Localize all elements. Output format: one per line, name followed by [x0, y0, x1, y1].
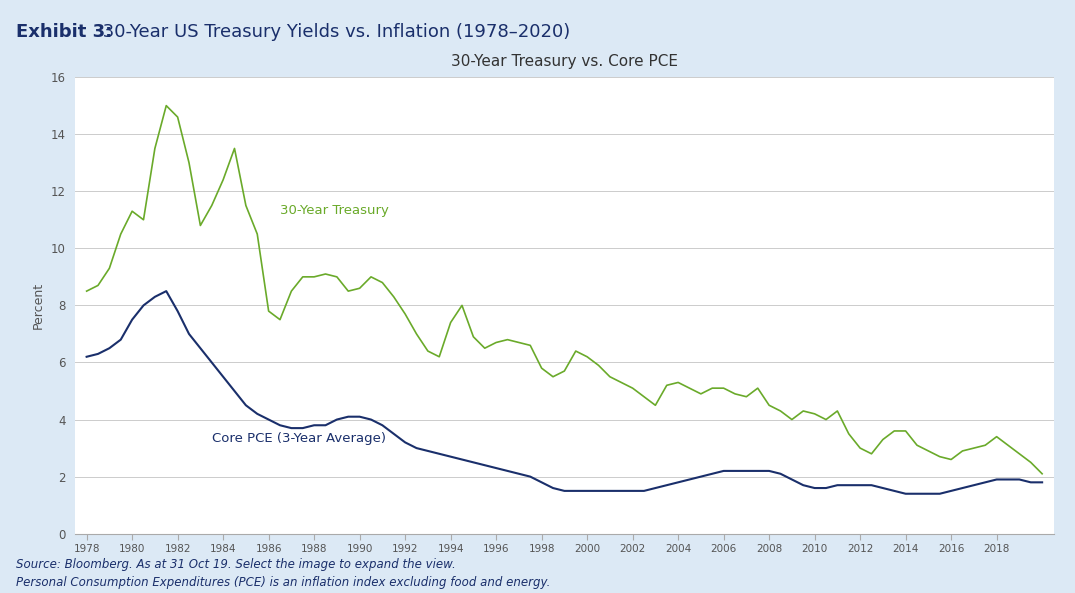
- Title: 30-Year Treasury vs. Core PCE: 30-Year Treasury vs. Core PCE: [450, 54, 678, 69]
- Y-axis label: Percent: Percent: [32, 282, 45, 329]
- Text: Source: Bloomberg. As at 31 Oct 19. Select the image to expand the view.
Persona: Source: Bloomberg. As at 31 Oct 19. Sele…: [16, 559, 550, 589]
- Text: Core PCE (3-Year Average): Core PCE (3-Year Average): [212, 432, 386, 445]
- Text: 30-Year US Treasury Yields vs. Inflation (1978–2020): 30-Year US Treasury Yields vs. Inflation…: [97, 23, 570, 41]
- Text: Exhibit 3:: Exhibit 3:: [16, 23, 113, 41]
- Text: 30-Year Treasury: 30-Year Treasury: [280, 204, 389, 217]
